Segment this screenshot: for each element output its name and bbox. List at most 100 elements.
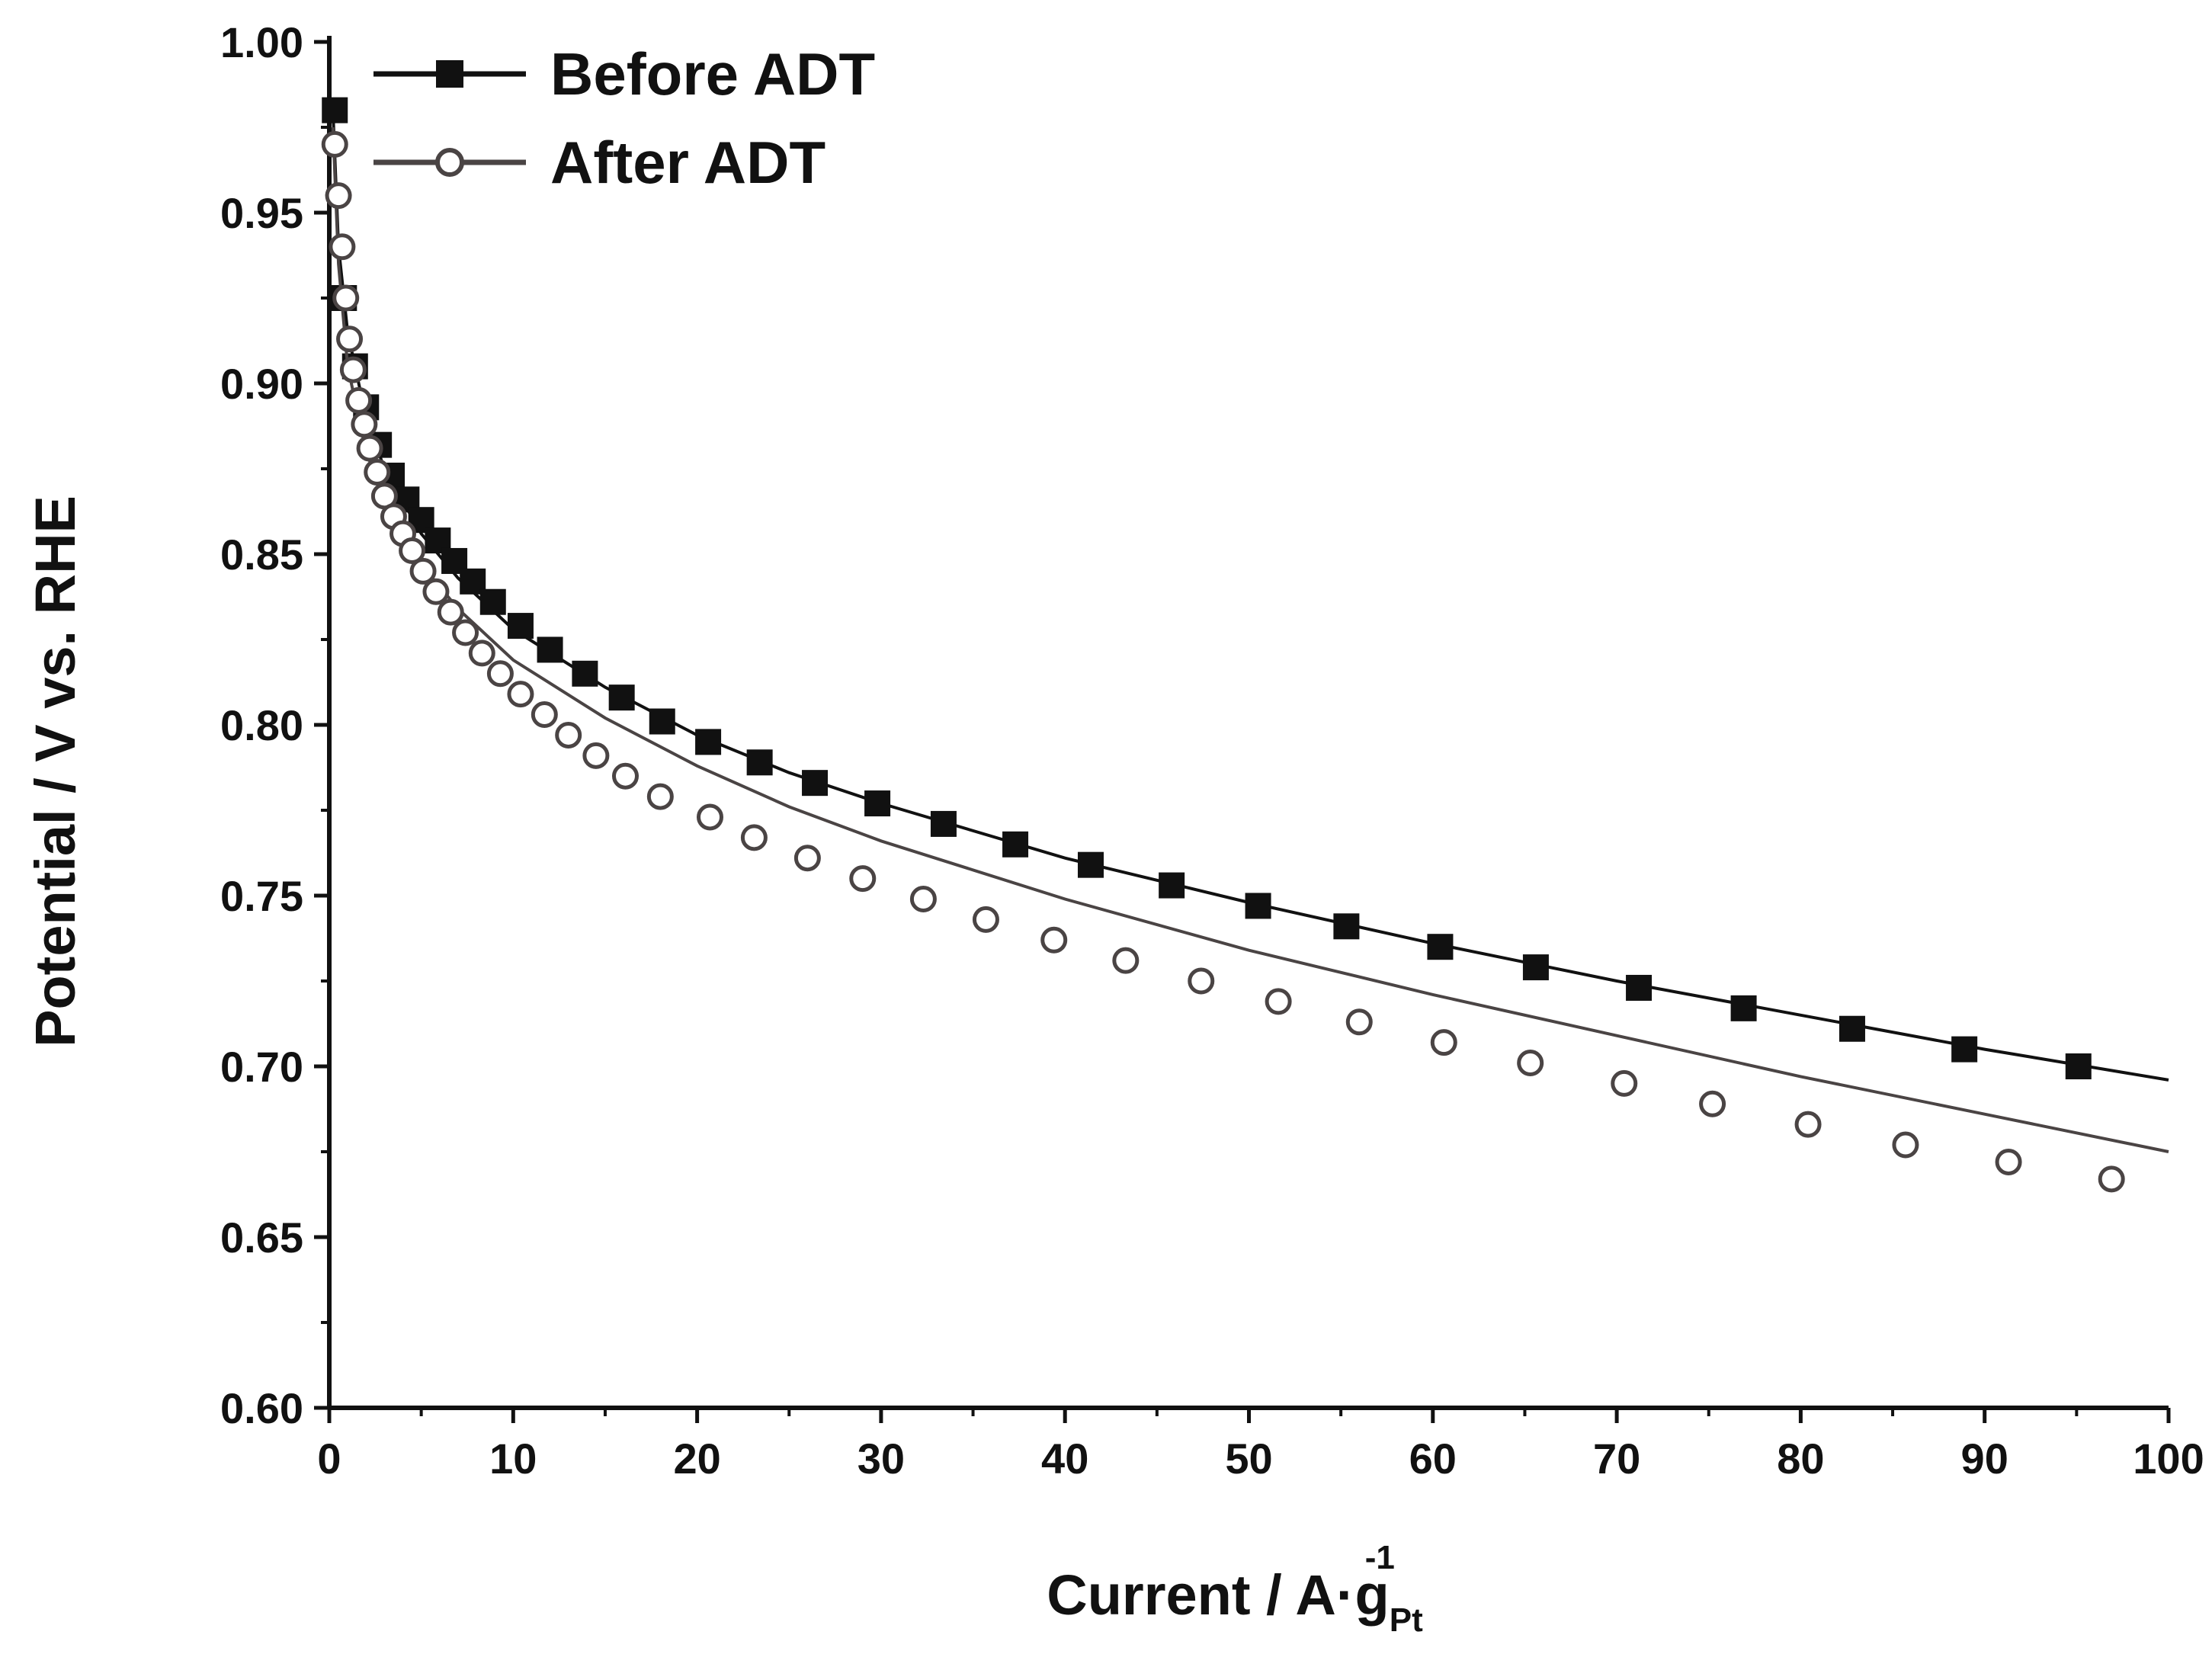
- y-tick-label: 0.90: [220, 360, 303, 408]
- data-point-before-adt: [864, 790, 891, 817]
- x-tick-label: 30: [858, 1435, 905, 1483]
- axes: 0.60 0.65 0.70 0.75 0.80 0.85 0.90 0.95 1.00 0 10 2…: [220, 18, 2204, 1483]
- x-tick-label: 40: [1041, 1435, 1088, 1483]
- data-point-after-adt: [646, 783, 674, 810]
- data-point-before-adt: [1245, 893, 1271, 919]
- x-axis-title-subscript: Pt: [1390, 1601, 1423, 1639]
- legend: Before ADT After ADT: [373, 40, 875, 196]
- data-point-after-adt: [972, 906, 999, 933]
- data-point-after-adt: [1995, 1148, 2022, 1175]
- axis-labels: Potential / V vs. RHE Current / A·gPt -1: [24, 495, 1423, 1639]
- data-point-before-adt: [1002, 831, 1029, 858]
- data-point-before-adt: [537, 636, 563, 663]
- data-point-before-adt: [322, 97, 348, 123]
- data-point-after-adt: [468, 640, 495, 667]
- legend-marker-before-adt: [436, 60, 463, 88]
- x-tick-label: 50: [1225, 1435, 1272, 1483]
- data-point-after-adt: [849, 865, 877, 893]
- data-point-after-adt: [339, 356, 367, 383]
- data-point-before-adt: [695, 729, 722, 755]
- legend-label-before-adt: Before ADT: [550, 40, 875, 107]
- data-point-after-adt: [1112, 947, 1140, 974]
- data-point-before-adt: [930, 810, 957, 837]
- data-point-after-adt: [740, 824, 768, 851]
- data-point-after-adt: [364, 458, 391, 486]
- data-point-after-adt: [356, 434, 383, 462]
- data-point-after-adt: [332, 284, 360, 312]
- data-point-before-adt: [608, 684, 635, 711]
- y-axis-title: Potential / V vs. RHE: [24, 495, 87, 1047]
- data-point-after-adt: [1040, 926, 1068, 954]
- legend-label-after-adt: After ADT: [550, 129, 825, 196]
- data-point-after-adt: [321, 130, 348, 158]
- data-point-after-adt: [409, 557, 437, 585]
- data-point-before-adt: [1159, 872, 1185, 899]
- data-point-after-adt: [1345, 1008, 1373, 1036]
- data-point-before-adt: [1730, 995, 1757, 1021]
- x-axis-title-superscript: -1: [1365, 1539, 1395, 1576]
- x-tick-label: 20: [673, 1435, 720, 1483]
- data-point-after-adt: [1265, 988, 1292, 1015]
- legend-marker-after-adt: [435, 148, 464, 177]
- data-point-after-adt: [793, 845, 821, 872]
- data-point-after-adt: [336, 325, 364, 353]
- data-point-after-adt: [582, 742, 610, 769]
- x-axis-title: Current / A·gPt -1: [1047, 1539, 1423, 1639]
- data-point-after-adt: [1892, 1131, 1919, 1159]
- x-tick-label: 60: [1409, 1435, 1457, 1483]
- x-tick-label: 70: [1593, 1435, 1640, 1483]
- x-tick-label: 80: [1777, 1435, 1824, 1483]
- data-point-after-adt: [1188, 967, 1215, 995]
- data-point-after-adt: [325, 182, 352, 210]
- data-point-after-adt: [486, 660, 514, 688]
- data-point-before-adt: [1333, 913, 1360, 940]
- y-tick-label: 0.85: [220, 531, 303, 579]
- data-point-before-adt: [572, 660, 598, 687]
- y-tick-label: 0.75: [220, 872, 303, 920]
- x-tick-label: 0: [317, 1435, 341, 1483]
- data-point-before-adt: [746, 749, 773, 776]
- data-point-after-adt: [1794, 1111, 1822, 1138]
- data-point-after-adt: [507, 681, 534, 708]
- x-tick-label: 10: [489, 1435, 537, 1483]
- data-point-after-adt: [611, 762, 639, 790]
- y-tick-label: 0.95: [220, 189, 303, 237]
- data-point-after-adt: [555, 721, 582, 749]
- y-tick-label: 0.70: [220, 1043, 303, 1091]
- data-point-after-adt: [696, 803, 723, 831]
- x-axis-title-main: Current / A·g: [1047, 1563, 1389, 1627]
- y-tick-label: 0.65: [220, 1213, 303, 1261]
- data-point-after-adt: [329, 233, 356, 261]
- data-point-after-adt: [437, 598, 464, 626]
- data-point-before-adt: [1626, 974, 1653, 1001]
- y-tick-label: 1.00: [220, 18, 303, 66]
- data-point-after-adt: [1611, 1069, 1638, 1097]
- y-tick-label: 0.60: [220, 1384, 303, 1432]
- data-point-before-adt: [1522, 954, 1549, 981]
- data-point-after-adt: [399, 537, 426, 565]
- data-point-after-adt: [2098, 1165, 2125, 1193]
- y-tick-label: 0.80: [220, 701, 303, 749]
- x-tick-label: 90: [1961, 1435, 2008, 1483]
- data-point-after-adt: [345, 386, 373, 414]
- data-point-after-adt: [1430, 1029, 1457, 1056]
- data-point-after-adt: [351, 411, 378, 438]
- data-point-before-adt: [2065, 1053, 2092, 1079]
- plot-area: [321, 97, 2169, 1193]
- data-point-before-adt: [1427, 934, 1454, 960]
- data-point-after-adt: [1699, 1090, 1726, 1117]
- data-point-before-adt: [1951, 1036, 1978, 1063]
- data-point-before-adt: [649, 708, 675, 735]
- data-point-before-adt: [1077, 851, 1104, 878]
- data-point-after-adt: [452, 619, 479, 646]
- series-line-before-adt: [331, 110, 2169, 1082]
- data-point-before-adt: [1839, 1015, 1865, 1042]
- data-point-after-adt: [531, 701, 558, 729]
- data-point-after-adt: [1517, 1050, 1544, 1077]
- data-point-after-adt: [422, 578, 450, 605]
- x-tick-label: 100: [2133, 1435, 2204, 1483]
- data-point-before-adt: [802, 770, 829, 797]
- data-point-before-adt: [479, 588, 506, 615]
